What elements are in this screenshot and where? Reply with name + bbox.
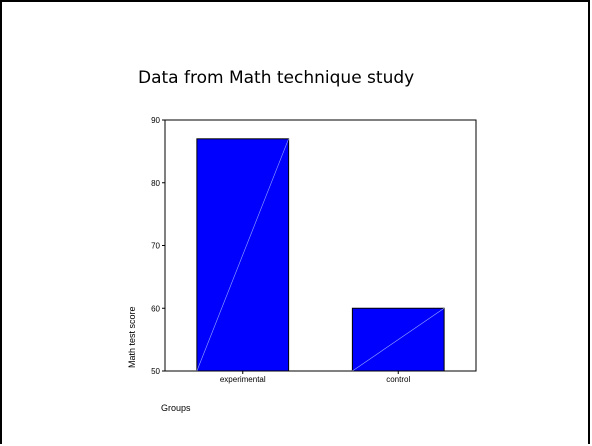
y-tick-label: 80 [151,179,160,188]
y-tick-label: 60 [151,304,160,313]
x-axis-title: Groups [161,403,191,413]
slide-title: Data from Math technique study [138,68,415,88]
x-axis: experimental control [220,371,410,384]
bars [196,138,445,372]
bar-diagonal [196,138,289,372]
x-tick-label-control: control [386,375,410,384]
y-axis: 50 60 70 80 90 [151,116,165,376]
x-tick-label-experimental: experimental [220,375,266,384]
y-tick-label: 90 [151,116,160,125]
y-axis-title: Math test score [127,306,137,368]
y-tick-label: 50 [151,367,160,376]
y-tick-label: 70 [151,242,160,251]
bar-diagonal [352,308,445,372]
